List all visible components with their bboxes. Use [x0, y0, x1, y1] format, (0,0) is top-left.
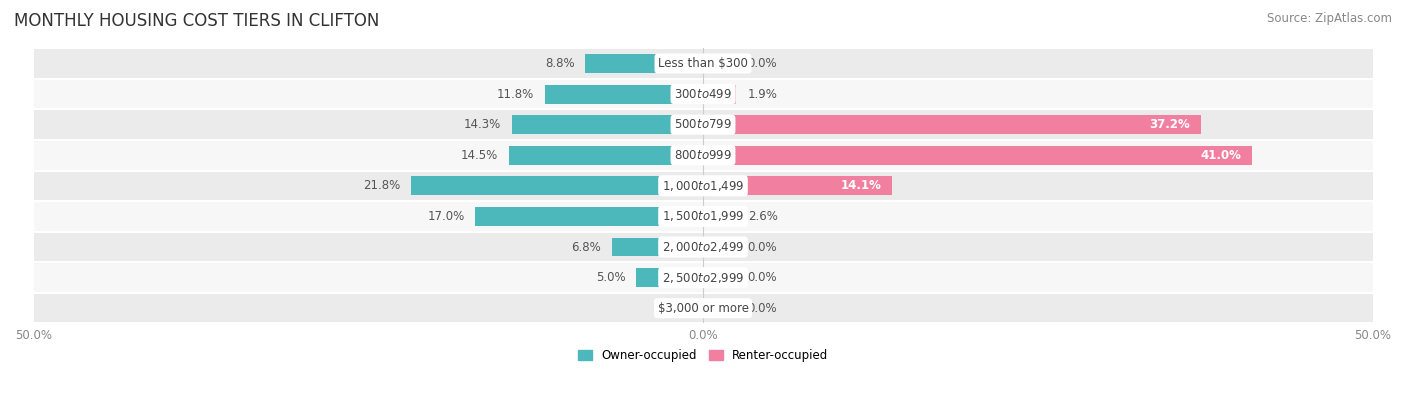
Bar [34, 293, 1372, 323]
Bar [509, 146, 703, 165]
Bar [703, 85, 737, 104]
Bar [34, 48, 1372, 79]
Text: 1.9%: 1.9% [747, 88, 778, 100]
Text: 21.8%: 21.8% [363, 179, 401, 192]
Text: 0.0%: 0.0% [662, 302, 692, 315]
Text: $300 to $499: $300 to $499 [673, 88, 733, 100]
Bar [703, 176, 891, 195]
Text: 14.5%: 14.5% [461, 149, 498, 162]
Text: $2,000 to $2,499: $2,000 to $2,499 [662, 240, 744, 254]
Bar [703, 54, 737, 73]
Bar [703, 115, 1201, 134]
Text: $1,000 to $1,499: $1,000 to $1,499 [662, 179, 744, 193]
Text: $1,500 to $1,999: $1,500 to $1,999 [662, 210, 744, 223]
Bar [703, 237, 737, 256]
Bar [585, 54, 703, 73]
Bar [34, 110, 1372, 140]
Text: 0.0%: 0.0% [747, 57, 776, 70]
Bar [512, 115, 703, 134]
Text: 41.0%: 41.0% [1201, 149, 1241, 162]
Text: 0.0%: 0.0% [747, 302, 776, 315]
Text: 14.3%: 14.3% [464, 118, 501, 131]
Bar [703, 299, 737, 317]
Text: 2.6%: 2.6% [748, 210, 779, 223]
Bar [34, 232, 1372, 262]
Text: 6.8%: 6.8% [571, 241, 602, 254]
Bar [703, 268, 737, 287]
Bar [411, 176, 703, 195]
Bar [703, 207, 738, 226]
Text: Source: ZipAtlas.com: Source: ZipAtlas.com [1267, 12, 1392, 25]
Bar [34, 79, 1372, 110]
Text: 8.8%: 8.8% [546, 57, 575, 70]
Bar [612, 237, 703, 256]
Bar [34, 171, 1372, 201]
Text: $2,500 to $2,999: $2,500 to $2,999 [662, 271, 744, 285]
Text: 5.0%: 5.0% [596, 271, 626, 284]
Text: 17.0%: 17.0% [427, 210, 464, 223]
Legend: Owner-occupied, Renter-occupied: Owner-occupied, Renter-occupied [572, 345, 834, 367]
Bar [475, 207, 703, 226]
Text: 11.8%: 11.8% [498, 88, 534, 100]
Text: $500 to $799: $500 to $799 [673, 118, 733, 131]
Text: 37.2%: 37.2% [1150, 118, 1191, 131]
Text: $800 to $999: $800 to $999 [673, 149, 733, 162]
Bar [703, 146, 1251, 165]
Text: MONTHLY HOUSING COST TIERS IN CLIFTON: MONTHLY HOUSING COST TIERS IN CLIFTON [14, 12, 380, 30]
Text: 0.0%: 0.0% [747, 241, 776, 254]
Bar [636, 268, 703, 287]
Text: 14.1%: 14.1% [841, 179, 882, 192]
Text: Less than $300: Less than $300 [658, 57, 748, 70]
Bar [34, 201, 1372, 232]
Bar [34, 262, 1372, 293]
Text: 0.0%: 0.0% [747, 271, 776, 284]
Bar [34, 140, 1372, 171]
Bar [546, 85, 703, 104]
Text: $3,000 or more: $3,000 or more [658, 302, 748, 315]
